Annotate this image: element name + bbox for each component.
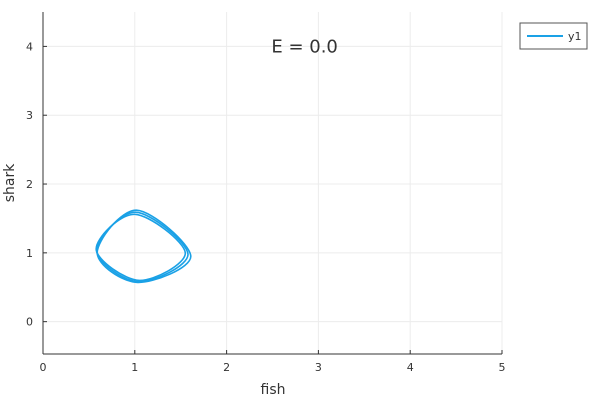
annotation-label: E = 0.0 [271,36,338,57]
y-tick-label: 0 [26,316,33,329]
x-tick-label: 4 [407,361,414,374]
tick-labels: 0 1 2 3 4 5 0 1 2 3 4 [26,40,506,374]
x-tick-label: 2 [223,361,230,374]
x-tick-label: 5 [499,361,506,374]
axes [42,12,503,355]
y-tick-label: 1 [26,247,33,260]
x-axis-label: fish [261,382,286,398]
series-layer [95,209,192,284]
legend: y1 [519,22,588,50]
y-tick-label: 3 [26,109,33,122]
series-y1-line [96,209,192,284]
x-tick-label: 0 [40,361,47,374]
series-y1-line [95,211,189,283]
x-tick-label: 1 [131,361,138,374]
y-tick-label: 2 [26,178,33,191]
y-axis-label: shark [2,163,18,203]
y-tick-label: 4 [26,40,33,53]
x-tick-label: 3 [315,361,322,374]
gridlines [42,12,503,354]
series-y1-line [95,213,187,282]
legend-label-y1: y1 [568,30,582,43]
